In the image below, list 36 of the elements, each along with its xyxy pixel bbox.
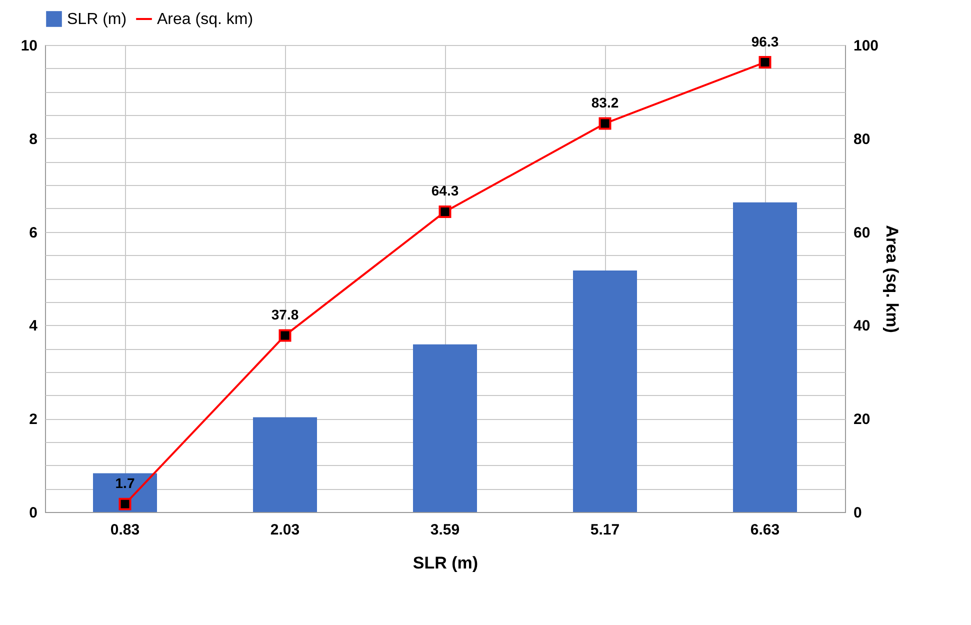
data-label: 83.2 [591, 94, 619, 110]
y2-tick-label: 0 [854, 504, 862, 522]
x-tick-label: 5.17 [590, 522, 620, 538]
y2-axis-title: Area (sq. km) [882, 225, 902, 333]
data-label: 64.3 [431, 182, 459, 199]
point [758, 56, 772, 69]
y2-tick-label: 100 [854, 38, 879, 54]
x-axis-title: SLR (m) [412, 554, 478, 572]
y-tick-label: 2 [29, 411, 38, 428]
y-tick-label: 0 [29, 504, 38, 522]
y-tick-label: 6 [29, 224, 38, 242]
x-tick-label: 3.59 [430, 522, 460, 538]
y-tick-label: 8 [29, 130, 38, 148]
y-tick-label: 4 [29, 318, 38, 335]
bar [413, 344, 477, 512]
bar [93, 473, 157, 512]
point [598, 117, 612, 130]
point [278, 329, 292, 342]
y2-tick-label: 20 [854, 411, 870, 428]
y2-tick-label: 40 [854, 318, 870, 335]
x-tick-label: 0.83 [110, 522, 140, 538]
point [118, 498, 132, 510]
legend-label: Area (sq. km) [157, 11, 254, 28]
y2-tick-label: 80 [854, 130, 870, 148]
bar [573, 270, 637, 512]
bar [733, 202, 797, 512]
y-tick-label: 10 [20, 38, 38, 54]
data-label: 1.7 [115, 475, 135, 492]
x-tick-label: 2.03 [270, 522, 300, 538]
legend-label: SLR (m) [67, 11, 127, 28]
data-label: 37.8 [271, 306, 299, 322]
point [438, 205, 452, 218]
bar [253, 417, 317, 512]
data-label: 96.3 [751, 33, 779, 50]
x-tick-label: 6.63 [750, 522, 780, 538]
y2-tick-label: 60 [854, 224, 870, 242]
